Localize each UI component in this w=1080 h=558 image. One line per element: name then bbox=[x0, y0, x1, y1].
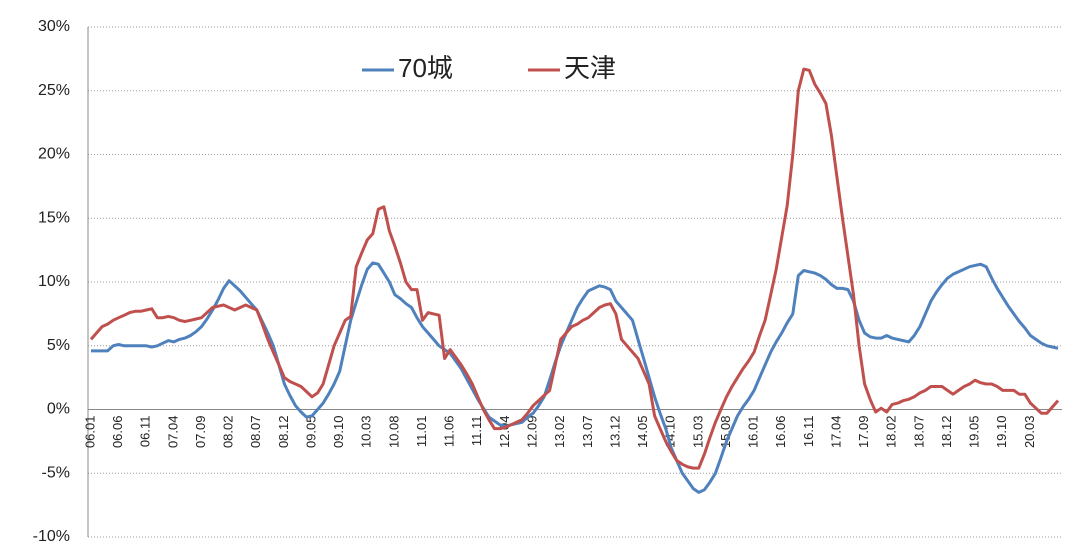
x-tick-label: 06.01 bbox=[82, 416, 97, 449]
x-tick-label: 13.07 bbox=[580, 416, 595, 449]
y-tick-label: -10% bbox=[33, 528, 70, 545]
x-tick-label: 18.02 bbox=[884, 416, 899, 449]
y-tick-label: -5% bbox=[42, 464, 70, 481]
x-tick-label: 08.07 bbox=[248, 416, 263, 449]
x-tick-label: 19.05 bbox=[967, 416, 982, 449]
x-tick-label: 11.11 bbox=[469, 416, 484, 447]
x-tick-label: 09.10 bbox=[331, 416, 346, 449]
x-tick-label: 13.02 bbox=[552, 416, 567, 449]
x-tick-label: 18.07 bbox=[911, 416, 926, 449]
x-tick-label: 09.05 bbox=[303, 416, 318, 449]
x-tick-label: 12.04 bbox=[497, 416, 512, 449]
x-tick-label: 11.06 bbox=[442, 416, 457, 448]
x-tick-label: 08.02 bbox=[221, 416, 236, 449]
x-tick-label: 11.01 bbox=[414, 416, 429, 448]
x-tick-label: 13.12 bbox=[607, 416, 622, 449]
y-tick-label: 15% bbox=[38, 209, 70, 226]
x-tick-label: 20.03 bbox=[1022, 416, 1037, 449]
y-tick-label: 25% bbox=[38, 82, 70, 99]
x-tick-label: 06.11 bbox=[138, 416, 153, 448]
x-tick-label: 15.08 bbox=[718, 416, 733, 449]
x-tick-label: 15.03 bbox=[690, 416, 705, 449]
x-tick-label: 19.10 bbox=[994, 416, 1009, 449]
x-tick-label: 18.12 bbox=[939, 416, 954, 449]
series-line bbox=[91, 261, 1059, 494]
x-tick-label: 17.04 bbox=[828, 416, 843, 449]
x-tick-label: 14.05 bbox=[635, 416, 650, 449]
legend-label: 70城 bbox=[398, 53, 453, 83]
x-tick-label: 16.06 bbox=[773, 416, 788, 449]
x-tick-label: 16.11 bbox=[801, 416, 816, 448]
x-tick-label: 16.01 bbox=[746, 416, 761, 449]
x-tick-label: 07.09 bbox=[193, 416, 208, 449]
x-tick-label: 17.09 bbox=[856, 416, 871, 449]
x-tick-label: 10.08 bbox=[386, 416, 401, 449]
y-tick-label: 30% bbox=[38, 18, 70, 35]
y-tick-label: 5% bbox=[47, 337, 70, 354]
x-tick-label: 07.04 bbox=[165, 416, 180, 449]
x-tick-label: 12.09 bbox=[524, 416, 539, 449]
series-line bbox=[89, 67, 1060, 470]
y-tick-label: 10% bbox=[38, 273, 70, 290]
x-tick-label: 10.03 bbox=[359, 416, 374, 449]
legend-label: 天津 bbox=[564, 53, 616, 83]
x-tick-label: 06.06 bbox=[110, 416, 125, 449]
y-tick-label: 0% bbox=[47, 401, 70, 418]
y-tick-label: 20% bbox=[38, 146, 70, 163]
x-tick-label: 08.12 bbox=[276, 416, 291, 449]
